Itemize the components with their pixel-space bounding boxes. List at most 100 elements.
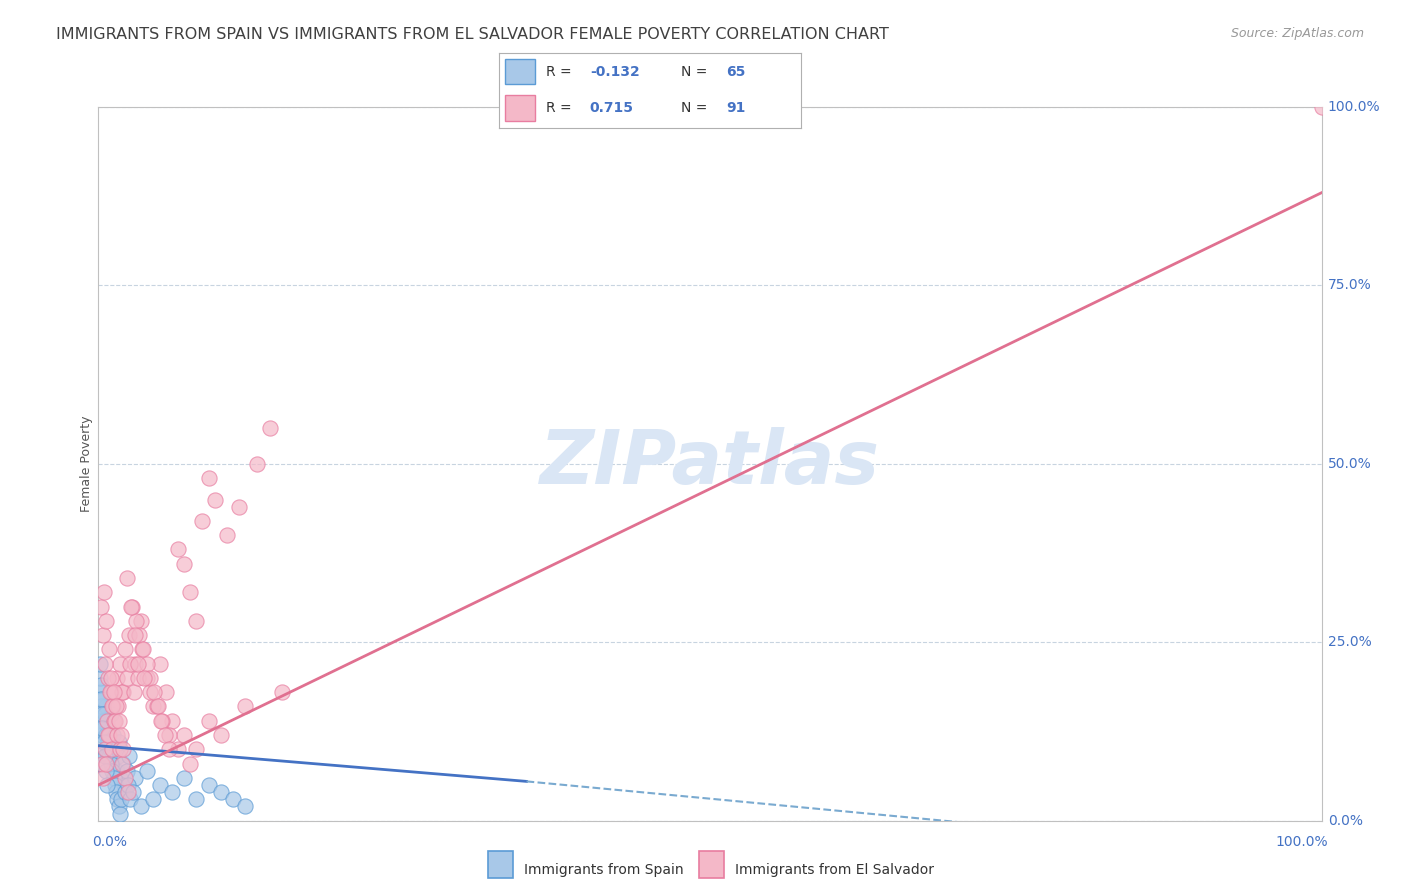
Point (98, 742, 121, 756)
Text: ZIPatlas: ZIPatlas (540, 427, 880, 500)
Point (1310, 100, 1333, 114)
Point (179, 585, 201, 599)
Point (104, 778, 127, 792)
Point (105, 699, 128, 714)
Point (96, 614, 118, 628)
Point (94, 749, 117, 764)
Point (146, 699, 169, 714)
Point (94, 657, 117, 671)
Point (91, 628, 114, 642)
Point (107, 714, 129, 728)
Point (93, 735, 115, 749)
Point (97, 642, 120, 657)
Text: Immigrants from El Salvador: Immigrants from El Salvador (735, 863, 935, 877)
Point (270, 685, 294, 699)
Point (139, 685, 162, 699)
Point (136, 764, 159, 778)
Point (150, 714, 173, 728)
Point (96, 728, 118, 742)
Point (112, 778, 135, 792)
Point (108, 735, 131, 749)
Point (125, 614, 148, 628)
Point (139, 671, 162, 685)
Text: 75.0%: 75.0% (1327, 278, 1371, 293)
Point (93, 721, 115, 735)
Text: 0.0%: 0.0% (93, 835, 128, 849)
Text: R =: R = (546, 101, 576, 115)
Point (167, 742, 190, 756)
Point (97, 671, 120, 685)
Point (134, 671, 156, 685)
Point (91, 756, 114, 771)
Point (114, 771, 136, 785)
Text: 25.0%: 25.0% (1327, 635, 1371, 649)
Point (173, 728, 195, 742)
Text: 91: 91 (725, 101, 745, 115)
Point (101, 728, 124, 742)
Point (118, 628, 141, 642)
Point (97, 721, 120, 735)
Point (100, 706, 122, 721)
Point (129, 614, 152, 628)
Text: Immigrants from Spain: Immigrants from Spain (524, 863, 685, 877)
Point (209, 785, 232, 799)
Point (105, 764, 128, 778)
Point (233, 699, 256, 714)
Point (90, 706, 112, 721)
Point (246, 457, 269, 471)
Text: N =: N = (681, 64, 711, 78)
Point (97, 735, 120, 749)
Point (100, 671, 122, 685)
Point (96, 778, 118, 792)
Point (98, 685, 121, 699)
Point (111, 756, 134, 771)
Point (91, 692, 114, 706)
Point (118, 749, 141, 764)
Point (150, 714, 173, 728)
Point (157, 742, 180, 756)
Point (143, 685, 166, 699)
Point (103, 685, 125, 699)
Text: IMMIGRANTS FROM SPAIN VS IMMIGRANTS FROM EL SALVADOR FEMALE POVERTY CORRELATION : IMMIGRANTS FROM SPAIN VS IMMIGRANTS FROM… (56, 27, 889, 42)
Point (110, 771, 132, 785)
Point (160, 714, 183, 728)
Point (98, 735, 121, 749)
Point (90, 599, 112, 614)
Point (103, 742, 125, 756)
Point (191, 514, 214, 528)
Point (89, 671, 111, 685)
Text: R =: R = (546, 64, 576, 78)
FancyBboxPatch shape (505, 59, 536, 85)
Point (117, 778, 139, 792)
Point (115, 671, 138, 685)
Point (103, 771, 125, 785)
Point (110, 728, 132, 742)
Point (90, 692, 112, 706)
Point (94, 756, 117, 771)
Point (91, 728, 114, 742)
Point (100, 685, 122, 699)
Point (100, 756, 122, 771)
Point (105, 792, 128, 806)
Point (108, 742, 131, 756)
Point (90, 699, 112, 714)
Text: -0.132: -0.132 (591, 64, 640, 78)
Point (105, 785, 128, 799)
Point (157, 728, 180, 742)
FancyBboxPatch shape (699, 851, 724, 878)
Point (114, 642, 136, 657)
Point (107, 749, 129, 764)
Point (186, 792, 208, 806)
Point (111, 756, 134, 771)
Text: 100.0%: 100.0% (1327, 100, 1381, 114)
Point (91, 714, 114, 728)
Point (101, 756, 124, 771)
Point (155, 685, 177, 699)
Point (94, 706, 117, 721)
Point (222, 792, 245, 806)
Point (128, 628, 150, 642)
Point (101, 699, 124, 714)
Point (96, 714, 118, 728)
Text: 0.0%: 0.0% (1327, 814, 1362, 828)
Point (131, 642, 153, 657)
